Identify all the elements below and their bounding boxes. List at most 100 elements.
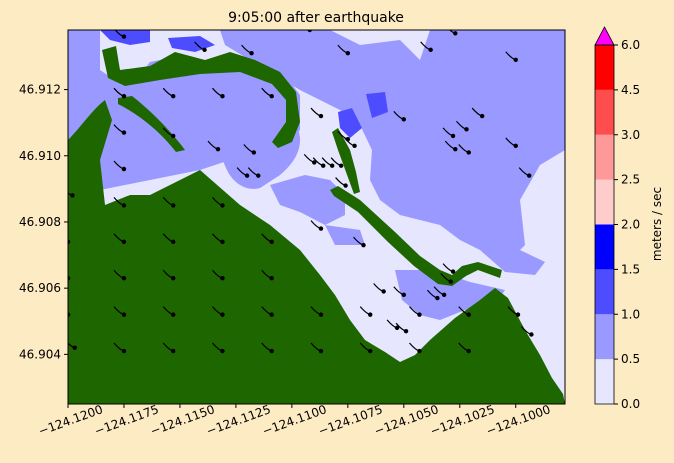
tracer-point xyxy=(269,276,274,281)
tracer-point xyxy=(466,348,471,354)
tracer-point xyxy=(68,276,71,281)
tracer-point xyxy=(307,30,312,33)
speed-region xyxy=(168,36,215,52)
tracer-point xyxy=(171,203,176,208)
tracer-point xyxy=(453,146,458,152)
tracer-point xyxy=(220,93,225,99)
tracer-point xyxy=(435,295,440,301)
colorbar-tick-label: 4.5 xyxy=(621,83,640,97)
tracer-point xyxy=(202,47,207,53)
tracer-point xyxy=(403,328,409,334)
y-tick-label: 46.912 xyxy=(19,83,61,97)
chart-title: 9:05:00 after earthquake xyxy=(228,10,404,26)
tracer-point xyxy=(381,289,386,294)
tracer-point xyxy=(220,276,225,281)
tracer-point xyxy=(121,130,127,135)
tracer-point xyxy=(244,173,250,178)
tracer-point xyxy=(269,93,274,99)
tracer-point xyxy=(515,312,521,317)
tracer-point xyxy=(121,34,127,39)
colorbar-tick-label: 0.0 xyxy=(621,397,640,411)
tracer-point xyxy=(171,93,176,99)
tracer-point xyxy=(466,150,471,155)
colorbar-segment xyxy=(595,359,614,404)
colorbar-segment xyxy=(595,269,614,315)
speed-region xyxy=(218,104,301,189)
y-axis: 46.904 46.906 46.908 46.910 46.912 xyxy=(19,83,68,361)
colorbar-tick-label: 1.0 xyxy=(621,307,640,321)
tracer-point xyxy=(448,279,454,284)
tracer-point xyxy=(269,312,274,317)
tracer-particles xyxy=(68,30,534,354)
colorbar-segment xyxy=(595,45,614,90)
speed-region xyxy=(338,108,362,138)
colorbar-tick-label: 2.0 xyxy=(621,218,640,232)
tracer-point xyxy=(464,127,469,132)
land-strip xyxy=(332,128,360,194)
land-strip xyxy=(102,46,300,148)
tracer-point xyxy=(68,239,71,245)
colorbar-tick-label: 0.5 xyxy=(621,352,640,366)
tracer-point xyxy=(269,348,274,354)
tracer-point xyxy=(417,312,422,317)
tracer-point xyxy=(121,93,127,99)
y-tick-label: 46.906 xyxy=(19,281,61,295)
colorbar-segment xyxy=(595,224,614,270)
tracer-point xyxy=(121,166,127,172)
tracer-point xyxy=(70,193,75,198)
tracer-track xyxy=(68,277,69,279)
axes-frame xyxy=(67,29,566,405)
colorbar-tick-label: 6.0 xyxy=(621,38,640,52)
tracer-point xyxy=(318,312,324,317)
x-axis: −124.1200−124.1175−124.1150−124.1125−124… xyxy=(37,402,553,438)
tracer-point xyxy=(321,163,326,168)
tracer-point xyxy=(220,239,225,245)
tracer-point xyxy=(513,143,518,149)
y-tick-label: 46.908 xyxy=(19,215,61,229)
tracer-point xyxy=(312,160,317,165)
tracer-point xyxy=(318,113,324,119)
y-tick-label: 46.904 xyxy=(19,347,61,361)
tracer-point xyxy=(329,163,335,168)
tracer-point xyxy=(417,348,422,354)
land-strip xyxy=(118,96,185,152)
tracer-point xyxy=(121,312,127,317)
plot-area xyxy=(68,30,565,404)
tracer-point xyxy=(121,348,127,354)
colorbar-tick-label: 3.0 xyxy=(621,128,640,142)
speed-region xyxy=(366,92,388,118)
colorbar: 0.0 0.5 1.0 1.5 2.0 2.5 3.0 4.5 6.0 xyxy=(594,26,640,411)
colorbar-segment xyxy=(595,134,614,180)
tracer-point xyxy=(394,325,400,331)
tracer-point xyxy=(428,47,433,53)
land-region xyxy=(68,100,565,404)
speed-region xyxy=(480,250,545,275)
tracer-point xyxy=(466,312,471,317)
tracer-point xyxy=(343,183,348,188)
tracer-point xyxy=(318,348,324,354)
x-tick-label: −124.1000 xyxy=(484,402,552,438)
tracer-point xyxy=(338,163,344,168)
tracer-point xyxy=(401,117,407,122)
tracer-point xyxy=(171,239,176,245)
tracer-point xyxy=(171,133,176,139)
tracer-point xyxy=(453,31,458,36)
tracer-point xyxy=(121,239,127,245)
speed-band-0-5-to-1-0 xyxy=(68,30,565,320)
tracer-point xyxy=(72,345,77,350)
tracer-point xyxy=(479,113,485,119)
tracer-point xyxy=(318,226,324,231)
tracer-point xyxy=(269,239,274,245)
speed-region xyxy=(325,225,365,245)
colorbar-segment xyxy=(595,179,614,225)
tracer-point xyxy=(171,312,176,317)
tracer-point xyxy=(251,150,257,155)
tracer-point xyxy=(450,133,456,139)
tracer-point xyxy=(529,332,534,337)
tracer-point xyxy=(249,50,254,56)
tracer-point xyxy=(368,312,373,317)
tracer-point xyxy=(345,137,351,142)
tracer-point xyxy=(215,146,221,152)
tracer-point xyxy=(220,203,225,208)
tracer-track xyxy=(68,314,69,315)
